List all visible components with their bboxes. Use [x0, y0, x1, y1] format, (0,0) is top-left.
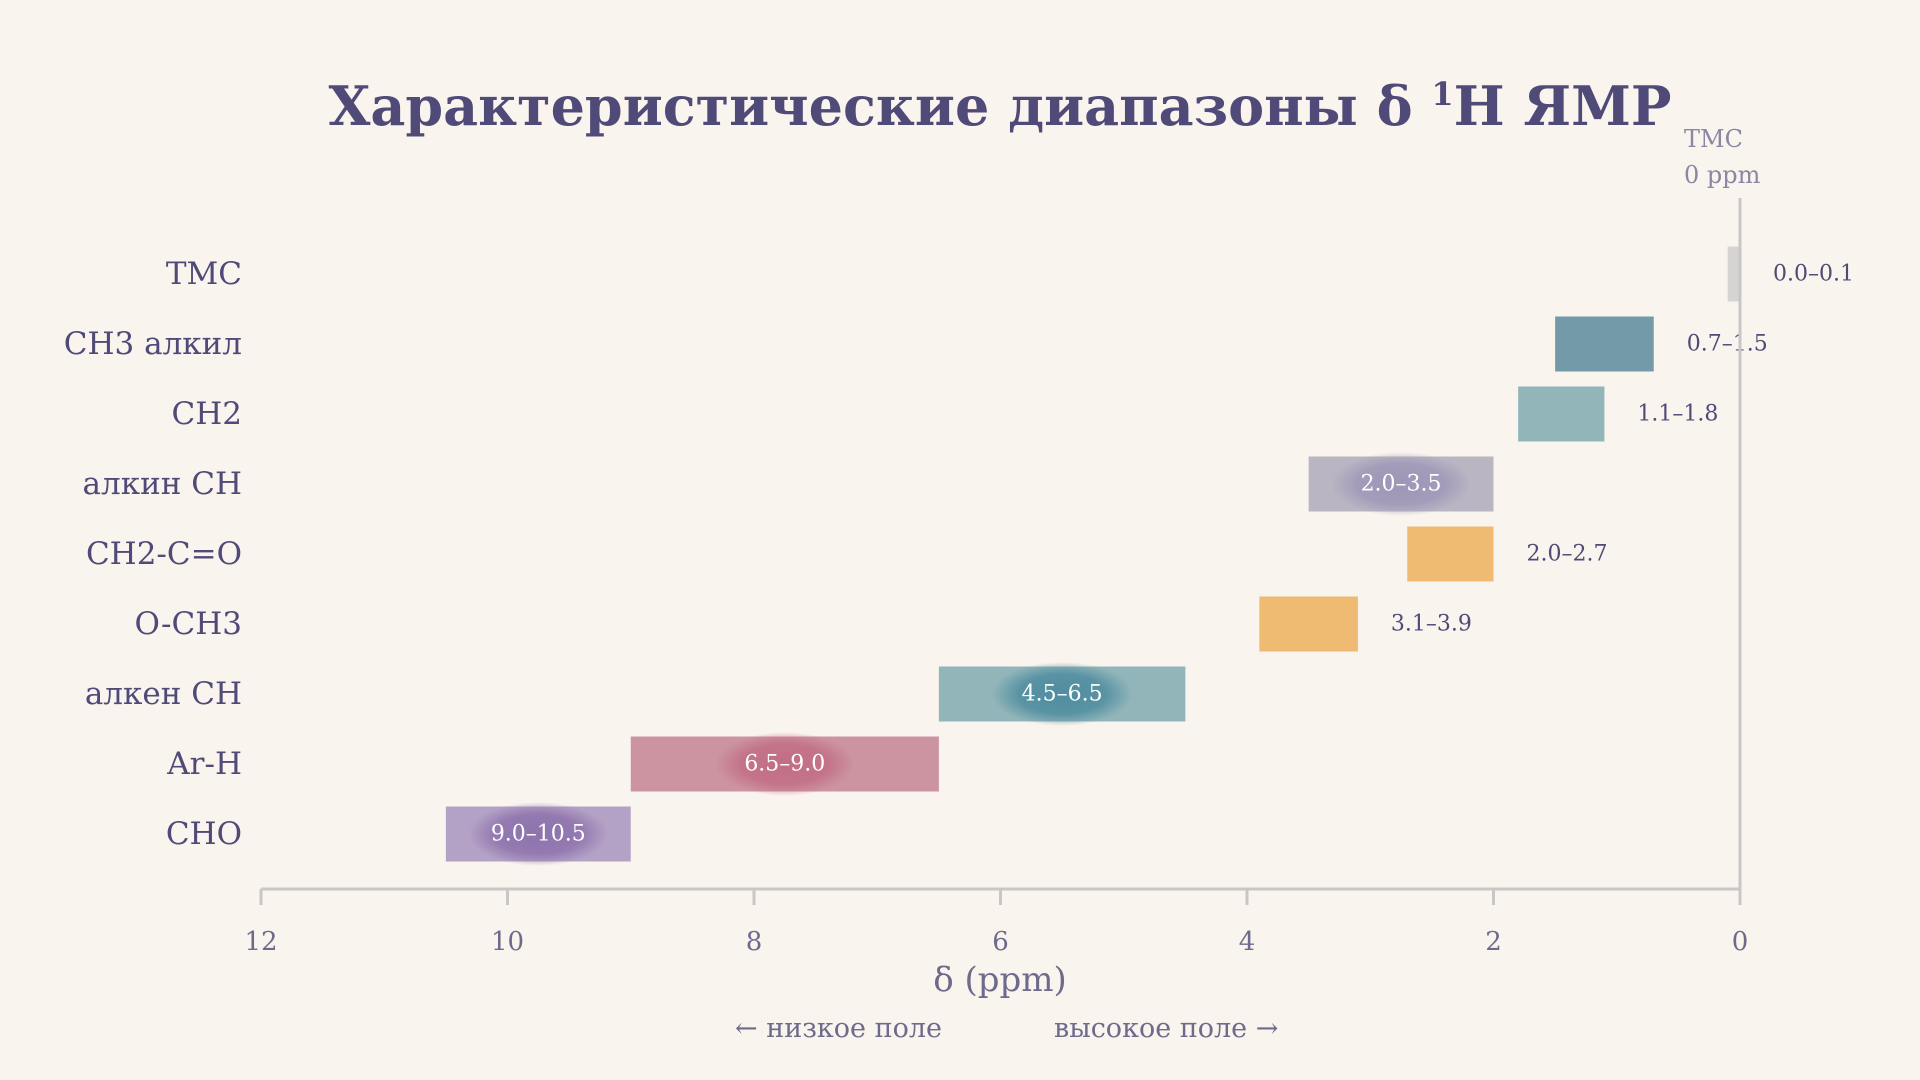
- category-label-o-ch3: O-CH3: [134, 606, 242, 642]
- range-label-halo-cho: [468, 802, 609, 866]
- range-label-ar-h: 6.5–9.0: [744, 752, 825, 777]
- range-bar-o-ch3: [1259, 596, 1358, 652]
- tms-reference-label: ТМС 0 ppm: [1684, 125, 1761, 189]
- range-label-алкин-ch: 2.0–3.5: [1361, 472, 1442, 497]
- bars-layer: 0.0–0.1 0.7–1.5 1.1–1.8 2.0–3.5 2.0–2.7 3.1–3…: [445, 246, 1854, 866]
- category-label-алкин-ch: алкин CH: [83, 466, 242, 502]
- tms-reference-line1: ТМС: [1684, 125, 1743, 153]
- range-label-halo-ar-h: [714, 732, 855, 796]
- range-label-алкен-ch: 4.5–6.5: [1022, 682, 1103, 707]
- range-label-тмс: 0.0–0.1: [1773, 262, 1854, 287]
- range-label-halo-алкин-ch: [1331, 452, 1472, 516]
- tms-reference-line2: 0 ppm: [1684, 161, 1761, 189]
- range-label-ch3-алкил: 0.7–1.5: [1687, 332, 1768, 357]
- range-label-halo-алкен-ch: [992, 662, 1133, 726]
- x-tick-label-6: 6: [992, 927, 1009, 957]
- chart-title-tail: H ЯМР: [1454, 74, 1672, 138]
- category-label-cho: CHO: [166, 816, 242, 852]
- category-label-алкен-ch: алкен CH: [85, 676, 242, 712]
- range-label-ch2-c-o: 2.0–2.7: [1527, 542, 1608, 567]
- x-tick-label-2: 2: [1485, 927, 1502, 957]
- x-tick-label-12: 12: [244, 927, 277, 957]
- range-label-o-ch3: 3.1–3.9: [1391, 612, 1472, 637]
- range-bar-ch3-алкил: [1555, 316, 1654, 372]
- range-bar-ch2-c-o: [1407, 526, 1494, 582]
- chart-title-superscript: 1: [1431, 75, 1453, 113]
- x-axis-title: δ (ppm): [933, 960, 1067, 1000]
- category-label-тмс: ТМС: [166, 256, 242, 292]
- category-label-ch3-алкил: CH3 алкил: [64, 326, 242, 362]
- x-axis: 12 10 8 6 4 2 0: [244, 198, 1748, 957]
- downfield-direction-label: ← низкое поле: [735, 1013, 942, 1044]
- category-label-ar-h: Ar-H: [166, 746, 242, 782]
- category-label-ch2-c-o: CH2-C=O: [86, 536, 242, 572]
- range-label-cho: 9.0–10.5: [491, 822, 586, 847]
- range-bar-тмс: [1727, 246, 1740, 302]
- x-tick-label-8: 8: [746, 927, 763, 957]
- upfield-direction-label: высокое поле →: [1054, 1013, 1278, 1044]
- category-label-ch2: CH2: [172, 396, 242, 432]
- range-bar-ch2: [1518, 386, 1605, 442]
- x-tick-label-10: 10: [491, 927, 524, 957]
- chart-title-main: Характеристические диапазоны δ: [328, 74, 1431, 138]
- x-tick-label-0: 0: [1732, 927, 1749, 957]
- chart-title: Характеристические диапазоны δ 1H ЯМР: [328, 74, 1671, 138]
- x-tick-label-4: 4: [1239, 927, 1256, 957]
- category-labels: ТМС CH3 алкил CH2 алкин CH CH2-C=O O-CH3 алкен…: [64, 256, 242, 852]
- range-label-ch2: 1.1–1.8: [1637, 402, 1718, 427]
